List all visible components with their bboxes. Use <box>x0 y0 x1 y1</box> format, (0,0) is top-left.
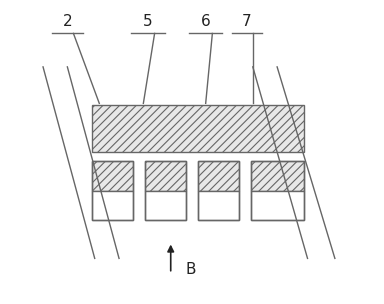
Bar <box>198 161 239 220</box>
Text: B: B <box>186 261 197 277</box>
Bar <box>145 191 186 220</box>
Bar <box>251 161 305 220</box>
Bar <box>198 191 239 220</box>
Bar <box>251 191 305 220</box>
Bar <box>92 105 305 152</box>
Text: 2: 2 <box>63 14 72 29</box>
Bar <box>92 161 133 220</box>
Bar <box>92 191 133 220</box>
Bar <box>145 161 186 191</box>
Bar <box>145 161 186 220</box>
Text: 6: 6 <box>201 14 210 29</box>
Bar <box>251 161 305 191</box>
Bar <box>92 161 133 191</box>
Text: 5: 5 <box>143 14 153 29</box>
Text: 7: 7 <box>242 14 252 29</box>
Bar <box>198 161 239 191</box>
